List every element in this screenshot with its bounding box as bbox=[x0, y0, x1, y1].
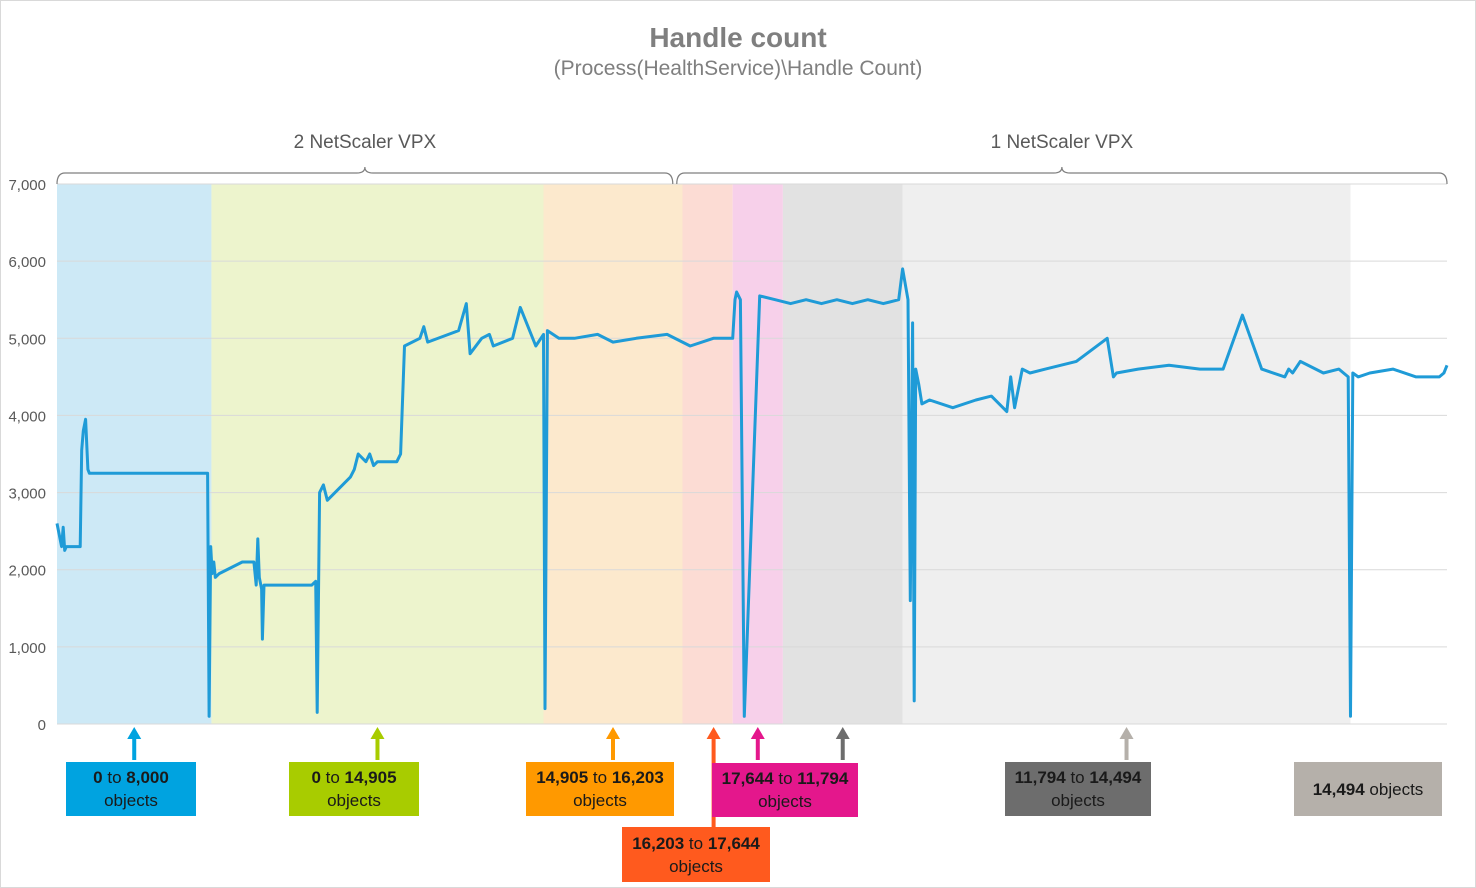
y-tick-label: 4,000 bbox=[8, 408, 46, 425]
phase-band-p6 bbox=[782, 184, 903, 724]
y-tick-label: 1,000 bbox=[8, 640, 46, 657]
phase-label-p7: 14,494 objects bbox=[1294, 762, 1442, 816]
phase-label-p5: 17,644 to 11,794 objects bbox=[712, 763, 858, 817]
chart-title: Handle count bbox=[649, 22, 827, 53]
phase-arrow-head bbox=[127, 727, 142, 739]
handle-count-line bbox=[55, 267, 1449, 718]
phase-label-p1: 0 to 8,000 objects bbox=[66, 762, 196, 816]
y-tick-label: 5,000 bbox=[8, 331, 46, 348]
y-tick-label: 3,000 bbox=[8, 486, 46, 503]
phase-arrow-head bbox=[750, 727, 765, 739]
phase-band-p4 bbox=[682, 184, 733, 724]
phase-unit: objects bbox=[758, 792, 812, 811]
phase-band-p7 bbox=[902, 184, 1351, 724]
phase-unit: objects bbox=[1051, 791, 1105, 810]
phase-band-p2 bbox=[211, 184, 544, 724]
phase-arrow-head bbox=[1119, 727, 1134, 739]
phase-arrow-head bbox=[606, 727, 620, 739]
phase-band-p5 bbox=[732, 184, 783, 724]
phase-unit: objects bbox=[104, 791, 158, 810]
y-tick-label: 7,000 bbox=[8, 177, 46, 194]
phase-range: 16,203 to 17,644 bbox=[632, 833, 760, 853]
phase-arrow-head bbox=[835, 727, 850, 739]
phase-range: 17,644 to 11,794 bbox=[721, 769, 849, 788]
chart-subtitle: (Process(HealthService)\Handle Count) bbox=[553, 57, 923, 80]
phase-band-p3 bbox=[543, 184, 683, 724]
phase-unit: objects bbox=[573, 791, 627, 810]
phase-arrow-head bbox=[706, 727, 721, 739]
phase-range: 0 to 14,905 bbox=[311, 768, 397, 787]
group-label: 1 NetScaler VPX bbox=[991, 132, 1134, 153]
phase-range: 0 to 8,000 bbox=[93, 768, 169, 787]
phase-label-p2: 0 to 14,905 objects bbox=[289, 762, 419, 816]
group-bracket bbox=[56, 166, 674, 185]
group-bracket bbox=[676, 166, 1448, 185]
phase-range: 11,794 to 14,494 bbox=[1014, 768, 1142, 787]
phase-label-p3: 14,905 to 16,203 objects bbox=[526, 762, 674, 816]
y-tick-label: 6,000 bbox=[8, 254, 46, 271]
phase-range: 14,905 to 16,203 bbox=[536, 768, 664, 787]
y-tick-label: 0 bbox=[38, 717, 46, 734]
phase-unit: objects bbox=[327, 791, 381, 810]
phase-range: 14,494 objects bbox=[1312, 779, 1424, 799]
group-label: 2 NetScaler VPX bbox=[294, 132, 437, 153]
y-tick-label: 2,000 bbox=[8, 563, 46, 580]
phase-unit: objects bbox=[669, 856, 723, 876]
phase-arrow-head bbox=[370, 727, 385, 739]
phase-label-p4: 16,203 to 17,644 objects bbox=[622, 827, 770, 882]
phase-label-p6: 11,794 to 14,494 objects bbox=[1005, 762, 1151, 816]
